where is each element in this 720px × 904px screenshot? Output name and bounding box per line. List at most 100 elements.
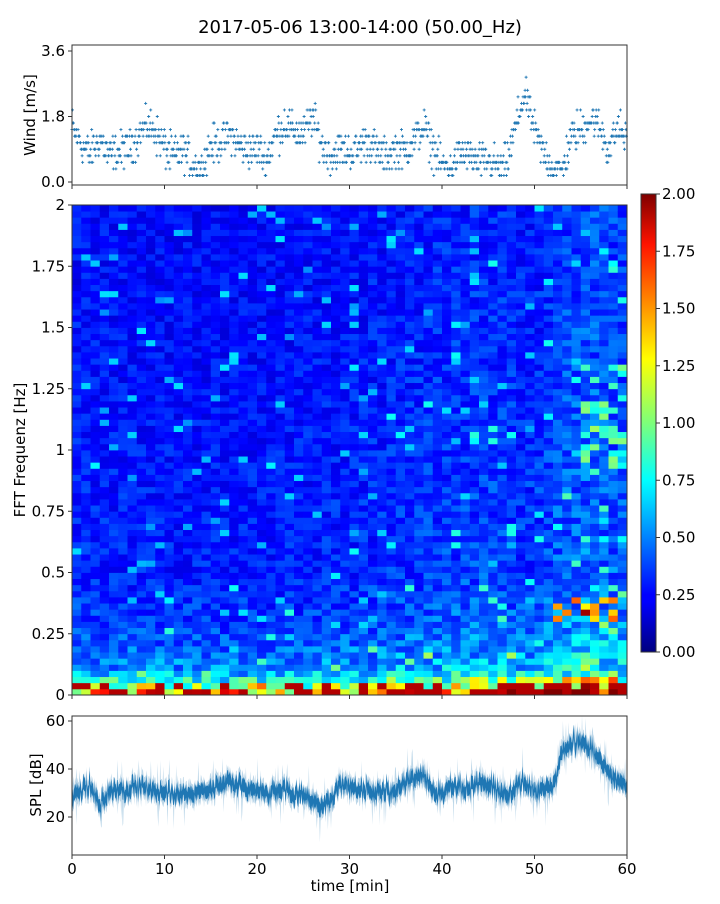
spectrogram-cell bbox=[100, 328, 110, 335]
spectrogram-cell bbox=[294, 242, 304, 249]
spectrogram-cell bbox=[248, 383, 258, 390]
spectrogram-cell bbox=[137, 579, 147, 586]
spectrogram-cell bbox=[174, 652, 184, 659]
spectrogram-cell bbox=[340, 487, 350, 494]
spectrogram-cell bbox=[229, 456, 239, 463]
spectrogram-cell bbox=[396, 303, 406, 310]
spectrogram-cell bbox=[91, 407, 101, 414]
spectrogram-cell bbox=[442, 383, 452, 390]
spectrogram-cell bbox=[100, 615, 110, 622]
spectrogram-cell bbox=[322, 438, 332, 445]
spectrogram-cell bbox=[498, 671, 508, 678]
spectrogram-cell bbox=[239, 481, 249, 488]
spectrogram-cell bbox=[81, 346, 91, 353]
spectrogram-cell bbox=[424, 481, 434, 488]
spectrogram-cell bbox=[118, 585, 128, 592]
spectrogram-cell bbox=[118, 254, 128, 261]
spectrogram-cell bbox=[442, 395, 452, 402]
spectrogram-cell bbox=[109, 573, 119, 580]
wind-point bbox=[257, 154, 260, 157]
spectrogram-cell bbox=[303, 566, 313, 573]
spectrogram-cell bbox=[118, 664, 128, 671]
spectrogram-cell bbox=[442, 230, 452, 237]
spectrogram-cell bbox=[266, 511, 276, 518]
spectrogram-cell bbox=[396, 230, 406, 237]
spectrogram-cell bbox=[174, 677, 184, 684]
spectrogram-cell bbox=[340, 475, 350, 482]
spectrogram-cell bbox=[165, 536, 175, 543]
spectrogram-cell bbox=[174, 524, 184, 531]
spectrogram-cell bbox=[165, 530, 175, 537]
spectrogram-cell bbox=[359, 438, 369, 445]
spectrogram-cell bbox=[137, 358, 147, 365]
spectrogram-cell bbox=[442, 291, 452, 298]
spectrogram-cell bbox=[433, 334, 443, 341]
wind-point bbox=[119, 154, 122, 157]
spectrogram-cell bbox=[72, 254, 82, 261]
spectrogram-cell bbox=[396, 383, 406, 390]
spectrogram-cell bbox=[294, 236, 304, 243]
spectrogram-cell bbox=[266, 205, 276, 212]
spectrogram-cell bbox=[377, 413, 387, 420]
spectrogram-cell bbox=[118, 468, 128, 475]
spectrogram-cell bbox=[368, 493, 378, 500]
spectrogram-cell bbox=[516, 444, 526, 451]
spectrogram-cell bbox=[405, 597, 415, 604]
spectrogram-cell bbox=[424, 511, 434, 518]
spectrogram-cell bbox=[470, 389, 480, 396]
spectrogram-cell bbox=[303, 579, 313, 586]
wind-point bbox=[111, 148, 114, 151]
wind-point bbox=[427, 122, 430, 125]
spectrogram-cell bbox=[433, 689, 443, 696]
spectrogram-cell bbox=[433, 242, 443, 249]
spectrogram-cell bbox=[405, 352, 415, 359]
wind-point bbox=[325, 161, 328, 164]
spectrogram-cell bbox=[470, 622, 480, 629]
spectrogram-cell bbox=[303, 242, 313, 249]
spectrogram-cell bbox=[248, 248, 258, 255]
spectrogram-cell bbox=[479, 223, 489, 230]
spectrogram-cell bbox=[461, 573, 471, 580]
spectrogram-cell bbox=[405, 279, 415, 286]
spectrogram-cell bbox=[488, 677, 498, 684]
wind-point bbox=[159, 154, 162, 157]
spectrogram-cell bbox=[257, 450, 267, 457]
spectrogram-cell bbox=[387, 677, 397, 684]
spectrogram-cell bbox=[128, 358, 138, 365]
spectrogram-cell bbox=[350, 579, 360, 586]
spectrogram-cell bbox=[451, 254, 461, 261]
spectrogram-cell bbox=[72, 279, 82, 286]
spectrogram-cell bbox=[331, 248, 341, 255]
spectrogram-cell bbox=[461, 481, 471, 488]
spectrogram-cell bbox=[72, 230, 82, 237]
spectrogram-cell bbox=[248, 377, 258, 384]
spectrogram-cell bbox=[498, 426, 508, 433]
spectrogram-cell bbox=[461, 321, 471, 328]
spectrogram-cell bbox=[350, 658, 360, 665]
spectrogram-cell bbox=[387, 536, 397, 543]
spectrogram-cell bbox=[433, 297, 443, 304]
spectrogram-cell bbox=[220, 352, 230, 359]
spectrogram-cell bbox=[414, 352, 424, 359]
spectrogram-cell bbox=[461, 260, 471, 267]
spectrogram-cell bbox=[165, 370, 175, 377]
spectrogram-cell bbox=[414, 358, 424, 365]
spectrogram-cell bbox=[377, 683, 387, 690]
spectrogram-cell bbox=[81, 272, 91, 279]
spectrogram-cell bbox=[507, 524, 517, 531]
spectrogram-cell bbox=[461, 217, 471, 224]
spectrogram-cell bbox=[146, 266, 156, 273]
spectrogram-cell bbox=[322, 340, 332, 347]
spectrogram-cell bbox=[461, 211, 471, 218]
spectrogram-cell bbox=[229, 554, 239, 561]
spectrogram-cell bbox=[248, 640, 258, 647]
wind-point bbox=[363, 154, 366, 157]
spectrogram-cell bbox=[91, 364, 101, 371]
spectrogram-cell bbox=[340, 511, 350, 518]
spectrogram-cell bbox=[488, 260, 498, 267]
spectrogram-cell bbox=[313, 664, 323, 671]
spectrogram-cell bbox=[331, 223, 341, 230]
spectrogram-cell bbox=[461, 438, 471, 445]
spectrogram-cell bbox=[285, 340, 295, 347]
wind-point bbox=[380, 148, 383, 151]
